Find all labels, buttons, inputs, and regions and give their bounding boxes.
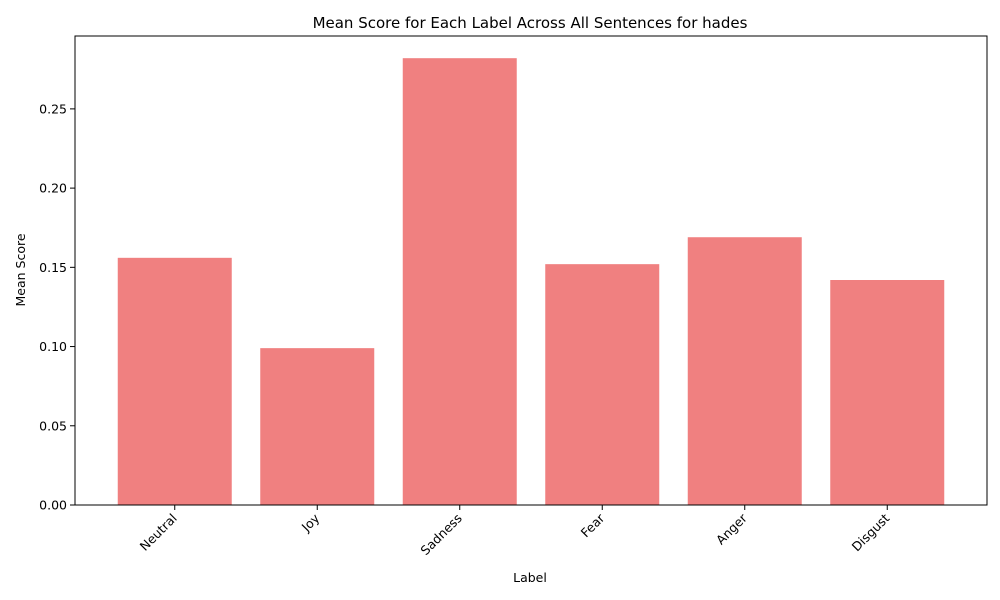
bar-sadness	[402, 58, 517, 505]
y-tick-label: 0.20	[39, 181, 67, 196]
x-tick-label: Sadness	[417, 511, 464, 558]
plot-frame	[74, 35, 988, 506]
y-tick-label: 0.15	[39, 260, 67, 275]
y-tick-label: 0.10	[39, 339, 67, 354]
x-axis-label: Label	[513, 570, 547, 585]
y-tick-label: 0.00	[39, 498, 67, 513]
x-axis: Neutral Joy Sadness Fear Anger Disgust	[137, 505, 893, 558]
y-tick-label: 0.25	[39, 101, 67, 116]
x-tick-label: Fear	[578, 510, 608, 540]
chart-title: Mean Score for Each Label Across All Sen…	[313, 14, 748, 32]
x-tick-label: Joy	[298, 510, 323, 535]
y-axis: 0.00 0.05 0.10 0.15 0.20 0.25	[39, 101, 75, 513]
bar-joy	[260, 348, 375, 505]
x-tick-label: Neutral	[137, 511, 180, 554]
y-axis-label: Mean Score	[13, 233, 28, 306]
x-tick-label: Anger	[713, 510, 751, 548]
bars-group	[117, 58, 945, 505]
bar-anger	[687, 237, 802, 505]
bar-fear	[545, 264, 660, 505]
x-tick-label: Disgust	[849, 510, 893, 554]
bar-disgust	[830, 280, 945, 505]
y-tick-label: 0.05	[39, 418, 67, 433]
bar-neutral	[117, 257, 232, 505]
